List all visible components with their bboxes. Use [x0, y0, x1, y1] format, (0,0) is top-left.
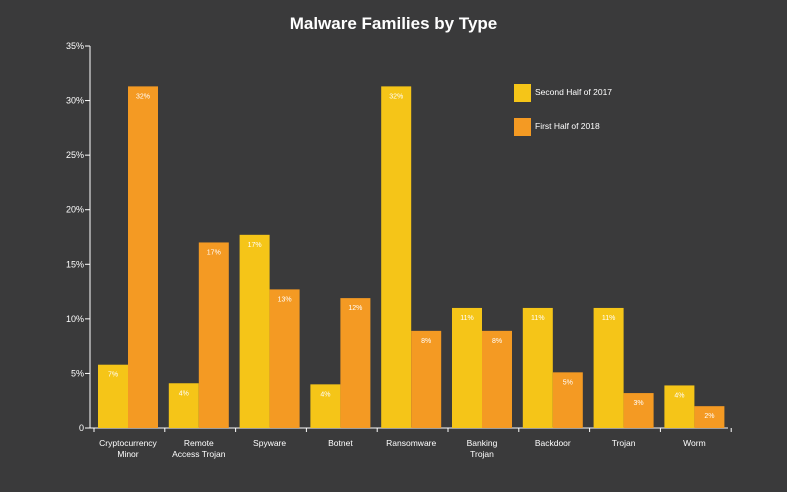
bar — [552, 372, 583, 428]
bar — [664, 385, 695, 428]
bar — [522, 307, 553, 428]
bar — [269, 289, 300, 428]
y-tick-label: 15% — [66, 259, 84, 269]
x-tick-label: Backdoor — [535, 438, 571, 448]
data-label: 8% — [492, 338, 502, 345]
y-tick-label: 5% — [71, 368, 84, 378]
data-label: 32% — [389, 93, 403, 100]
bar — [381, 86, 412, 428]
bar — [239, 234, 270, 428]
x-tick-label: Trojan — [612, 438, 636, 448]
x-tick-label: Cryptocurrency — [99, 438, 157, 448]
data-label: 12% — [348, 305, 362, 312]
y-tick-label: 35% — [66, 41, 84, 51]
bar — [98, 364, 128, 428]
data-label: 13% — [278, 296, 292, 303]
x-tick-label: Access Trojan — [172, 449, 226, 459]
legend-label-2018: First Half of 2018 — [535, 121, 600, 131]
chart-title: Malware Families by Type — [289, 14, 498, 33]
x-tick-label: Remote — [184, 438, 214, 448]
data-label: 17% — [248, 242, 262, 249]
bar — [593, 307, 624, 428]
data-label: 5% — [563, 379, 573, 386]
legend-swatch-2018 — [514, 118, 531, 136]
data-label: 2% — [704, 413, 714, 420]
legend-label-2017: Second Half of 2017 — [535, 87, 613, 97]
legend-swatch-2017 — [514, 84, 531, 102]
data-label: 4% — [320, 391, 330, 398]
bar — [310, 384, 341, 428]
x-tick-label: Botnet — [328, 438, 353, 448]
data-label: 32% — [136, 93, 150, 100]
bar — [411, 330, 442, 428]
data-label: 11% — [460, 315, 474, 322]
x-tick-label: Spyware — [253, 438, 286, 448]
data-label: 4% — [674, 392, 684, 399]
bar — [623, 393, 654, 428]
y-tick-label: 0 — [79, 423, 84, 433]
bar — [694, 406, 725, 428]
bar — [482, 330, 512, 428]
x-tick-label: Trojan — [470, 449, 494, 459]
data-label: 17% — [207, 249, 221, 256]
bar — [452, 307, 482, 428]
y-tick-label: 20% — [66, 205, 84, 215]
x-tick-label: Ransomware — [386, 438, 436, 448]
bar — [128, 86, 158, 428]
y-tick-label: 10% — [66, 314, 84, 324]
data-label: 4% — [179, 390, 189, 397]
data-label: 7% — [108, 372, 118, 379]
data-label: 11% — [531, 315, 545, 322]
y-tick-label: 25% — [66, 150, 84, 160]
y-tick-label: 30% — [66, 96, 84, 106]
x-tick-label: Minor — [117, 449, 138, 459]
x-tick-label: Worm — [683, 438, 706, 448]
bar — [340, 298, 371, 428]
data-label: 3% — [634, 400, 644, 407]
bar — [198, 242, 229, 428]
bar — [168, 383, 199, 428]
x-tick-label: Banking — [467, 438, 498, 448]
data-label: 8% — [421, 338, 431, 345]
data-label: 11% — [602, 315, 616, 322]
